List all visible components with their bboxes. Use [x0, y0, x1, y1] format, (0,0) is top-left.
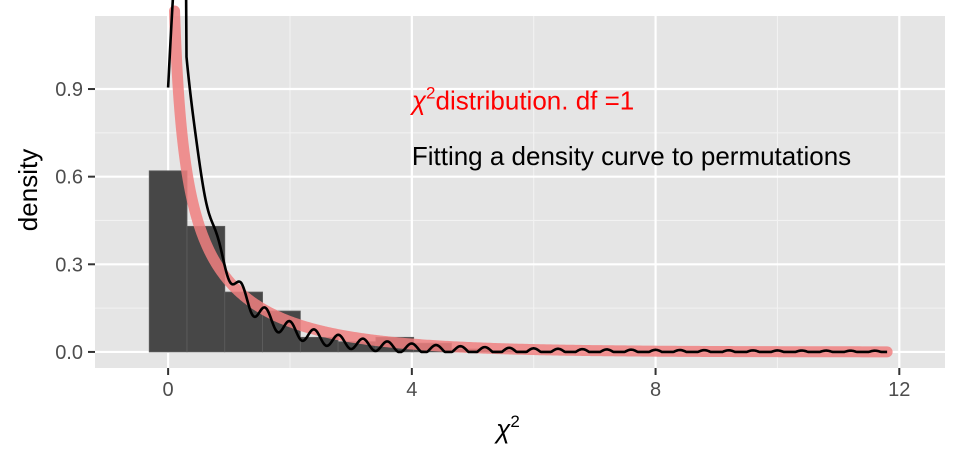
y-tick-label: 0.6: [55, 167, 83, 189]
chi-square-annotation-text: distribution. df =1: [436, 86, 635, 116]
chi-square-annotation: χ2distribution. df =1: [410, 84, 634, 116]
kernel-density-curve: [166, 0, 888, 354]
histogram-bar: [148, 170, 188, 353]
x-tick-label: 0: [163, 379, 174, 401]
chi-square-annotation-symbol: χ: [410, 86, 427, 116]
density-curves: [166, 0, 893, 358]
y-tick-label: 0.3: [55, 254, 83, 276]
x-tick-label: 8: [650, 379, 661, 401]
x-axis-label: χ2: [494, 412, 520, 444]
permutation-annotation: Fitting a density curve to permutations: [412, 141, 851, 171]
y-tick-label: 0.0: [55, 342, 83, 364]
x-tick-label: 4: [406, 379, 417, 401]
axes: 0 4 8 12 0.0 0.3 0.6 0.9: [55, 79, 910, 401]
chi-square-annotation-sup: 2: [426, 84, 435, 103]
x-axis-label-sup: 2: [510, 412, 519, 431]
y-axis-label: density: [13, 149, 43, 231]
x-tick-label: 12: [888, 379, 910, 401]
x-axis-label-base: χ: [494, 414, 511, 444]
y-tick-label: 0.9: [55, 79, 83, 101]
